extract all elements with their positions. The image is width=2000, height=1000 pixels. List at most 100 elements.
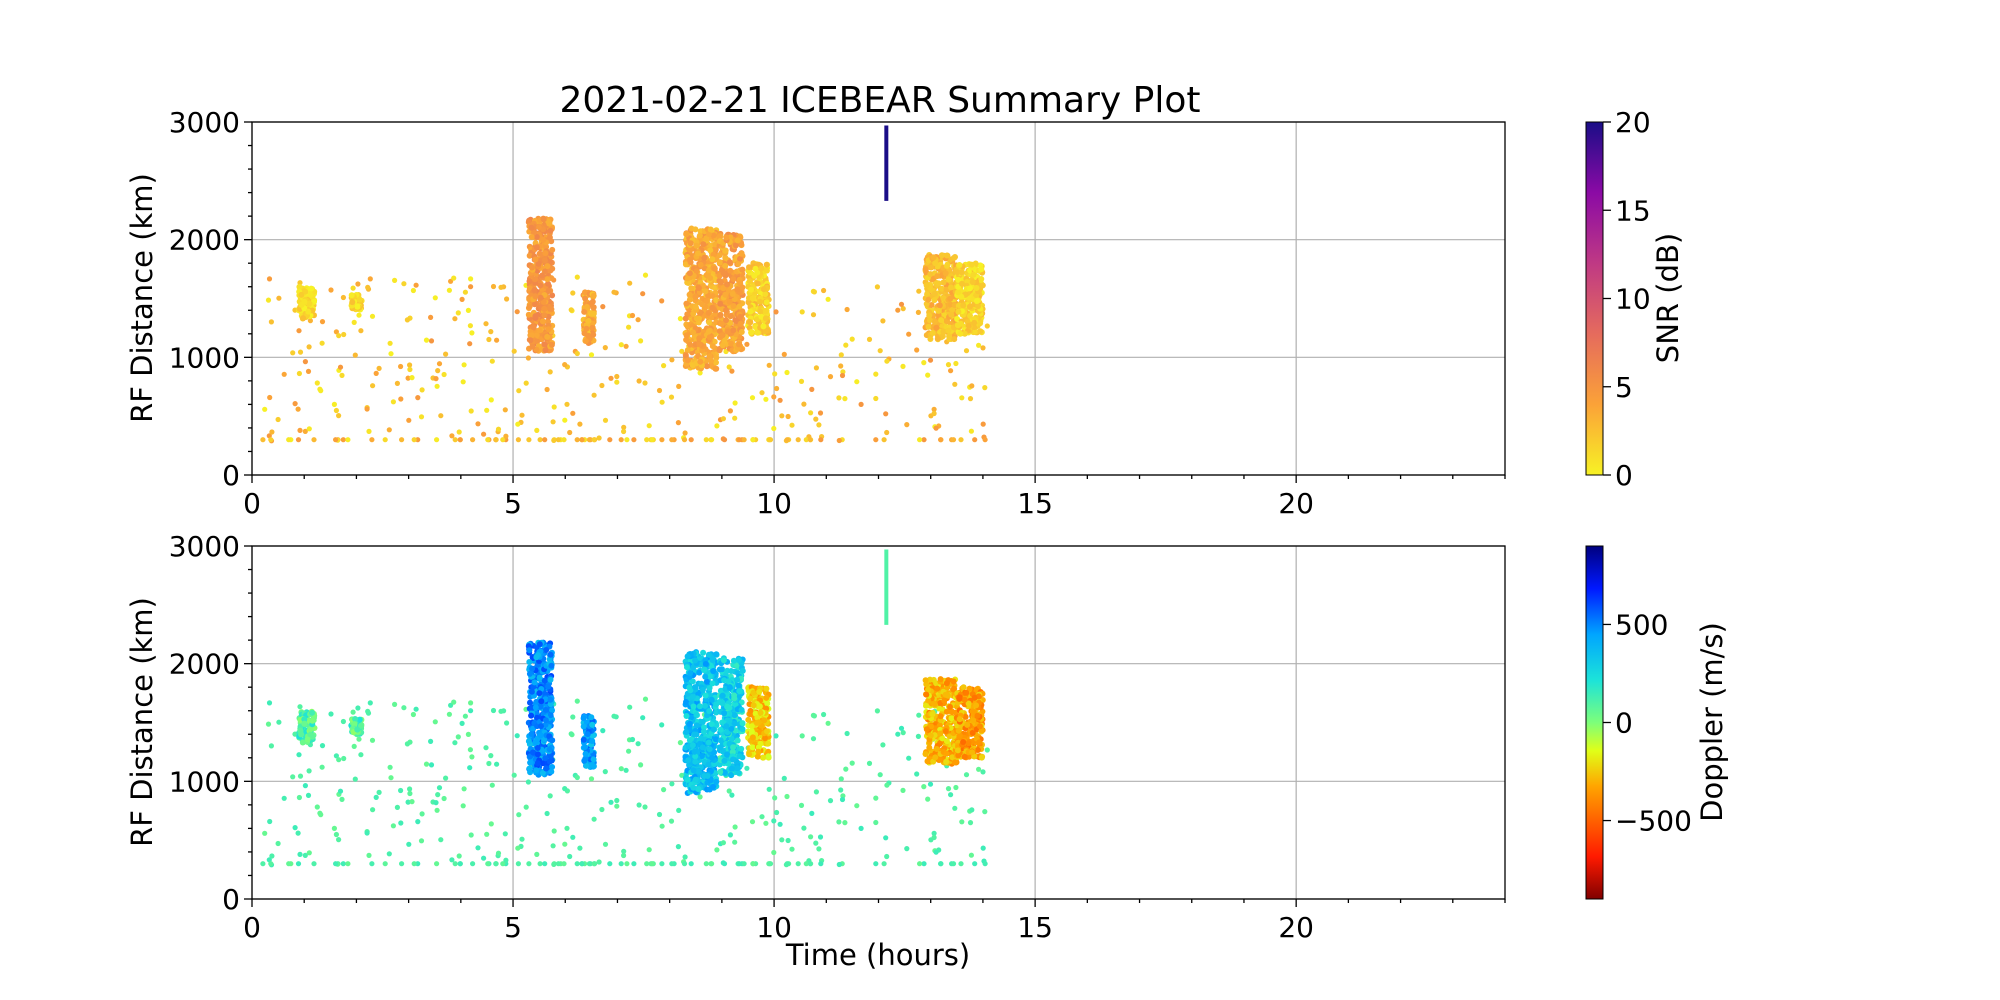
scatter-point bbox=[266, 276, 273, 282]
scatter-point bbox=[807, 437, 813, 443]
scatter-point bbox=[763, 396, 769, 402]
scatter-point bbox=[779, 413, 785, 419]
cluster-point bbox=[975, 303, 981, 310]
scatter-point bbox=[967, 820, 974, 826]
scatter-point bbox=[276, 719, 282, 725]
scatter-point bbox=[682, 430, 688, 436]
scatter-point bbox=[809, 386, 815, 392]
scatter-point bbox=[434, 383, 440, 389]
cluster-point bbox=[687, 341, 694, 348]
scatter-point bbox=[938, 437, 944, 443]
scatter-point bbox=[516, 812, 522, 818]
scatter-point bbox=[407, 790, 413, 797]
scatter-point bbox=[925, 372, 931, 378]
cluster-point bbox=[547, 696, 554, 703]
cluster-point bbox=[693, 268, 700, 275]
scatter-point bbox=[720, 840, 727, 846]
scatter-point bbox=[766, 786, 772, 792]
cluster-point bbox=[726, 298, 733, 305]
scatter-point bbox=[567, 853, 573, 860]
scatter-point bbox=[467, 341, 473, 347]
cluster-point bbox=[760, 754, 767, 761]
cluster-point bbox=[705, 761, 712, 768]
scatter-point bbox=[959, 395, 965, 401]
scatter-point bbox=[405, 375, 411, 381]
scatter-point bbox=[547, 369, 553, 375]
cluster-point bbox=[352, 716, 359, 722]
scatter-point bbox=[355, 281, 361, 287]
scatter-point bbox=[433, 376, 439, 382]
scatter-point bbox=[784, 369, 790, 376]
scatter-point bbox=[266, 700, 273, 706]
scatter-point bbox=[570, 714, 576, 720]
scatter-point bbox=[331, 825, 337, 832]
scatter-point bbox=[394, 380, 400, 386]
cluster-point bbox=[533, 244, 540, 251]
cluster-point bbox=[926, 744, 933, 751]
scatter-point bbox=[434, 807, 440, 813]
cluster-point bbox=[709, 343, 716, 350]
cluster-point bbox=[763, 267, 770, 274]
cluster-point bbox=[547, 651, 554, 658]
cluster-point bbox=[943, 262, 950, 269]
snr-panel: 2021-02-21 ICEBEAR Summary Plot 0 5 10 15 20… bbox=[125, 80, 1685, 520]
scatter-point bbox=[504, 720, 510, 726]
cluster-point bbox=[925, 296, 932, 303]
scatter-point bbox=[290, 350, 296, 356]
cluster-point bbox=[686, 720, 693, 727]
scatter-point bbox=[772, 795, 778, 801]
cluster-point bbox=[683, 231, 690, 238]
snr-y-axis-label: RF Distance (km) bbox=[125, 173, 159, 423]
scatter-point bbox=[387, 764, 393, 770]
scatter-point bbox=[849, 336, 855, 342]
cluster-point bbox=[526, 252, 533, 259]
scatter-point bbox=[636, 802, 642, 808]
scatter-point bbox=[801, 825, 807, 831]
cluster-point bbox=[941, 697, 948, 704]
scatter-point bbox=[915, 733, 922, 740]
cluster-point bbox=[686, 737, 693, 744]
scatter-point bbox=[345, 861, 351, 867]
scatter-point bbox=[799, 309, 805, 315]
scatter-point bbox=[681, 861, 688, 867]
scatter-point bbox=[759, 390, 765, 396]
cluster-point bbox=[924, 291, 931, 298]
cluster-point bbox=[721, 757, 728, 764]
scatter-point bbox=[809, 810, 815, 817]
scatter-point bbox=[302, 783, 308, 789]
scatter-point bbox=[766, 362, 772, 368]
cluster-point bbox=[945, 327, 952, 334]
scatter-point bbox=[281, 795, 287, 801]
scatter-point bbox=[475, 421, 481, 427]
scatter-point bbox=[591, 392, 597, 398]
cluster-point bbox=[747, 707, 754, 714]
cluster-point bbox=[709, 680, 716, 687]
scatter-point bbox=[767, 861, 773, 867]
scatter-point bbox=[369, 313, 376, 319]
cluster-point bbox=[948, 311, 955, 318]
scatter-point bbox=[844, 306, 850, 313]
scatter-point bbox=[669, 437, 675, 443]
cluster-point bbox=[685, 757, 692, 764]
cluster-point bbox=[760, 286, 767, 293]
scatter-point bbox=[436, 785, 443, 791]
scatter-point bbox=[772, 371, 778, 377]
scatter-point bbox=[714, 847, 720, 853]
cluster-point bbox=[692, 758, 699, 765]
scatter-point bbox=[596, 435, 602, 441]
cluster-point bbox=[710, 783, 717, 790]
cluster-point bbox=[688, 285, 695, 292]
cluster-point bbox=[694, 250, 701, 257]
cluster-point bbox=[724, 328, 731, 335]
scatter-point bbox=[433, 800, 439, 806]
scatter-point bbox=[736, 861, 742, 867]
scatter-point bbox=[449, 433, 455, 439]
scatter-point bbox=[443, 775, 449, 781]
scatter-point bbox=[542, 861, 548, 867]
scatter-point bbox=[399, 861, 405, 867]
scatter-point bbox=[574, 861, 580, 867]
cluster-point bbox=[927, 271, 934, 278]
cluster-point bbox=[690, 329, 697, 336]
cluster-point bbox=[699, 744, 706, 751]
scatter-point bbox=[399, 437, 405, 443]
